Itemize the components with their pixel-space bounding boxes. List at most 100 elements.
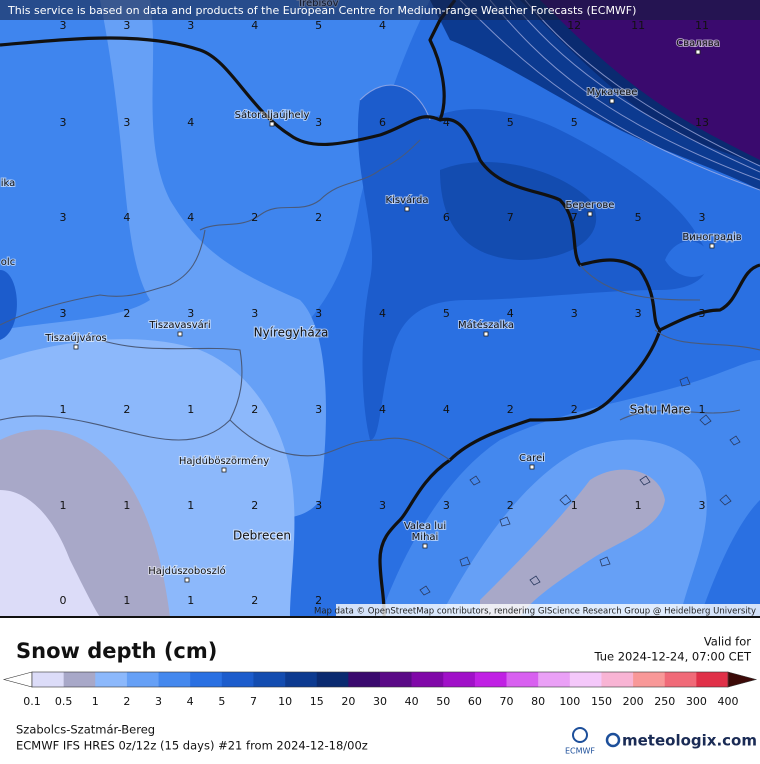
grid-value: 4 — [379, 307, 386, 320]
city-label: Берегове — [566, 200, 615, 211]
city-label: Tiszavasvári — [148, 319, 210, 331]
legend-swatch — [221, 672, 254, 687]
legend-label: 0.5 — [55, 695, 73, 708]
county-line — [99, 339, 451, 461]
legend-swatch — [158, 672, 191, 687]
zone-0.5-1-east — [480, 469, 665, 617]
city-dot — [73, 344, 79, 350]
legend-swatch — [285, 672, 318, 687]
city-dot — [483, 331, 489, 337]
legend-swatch — [253, 672, 286, 687]
grid-value: 3 — [251, 307, 258, 320]
grid-value: 2 — [123, 307, 130, 320]
legend-label: 200 — [623, 695, 644, 708]
grid-value: 3 — [123, 116, 130, 129]
grid-value: 1 — [187, 403, 194, 416]
border-hu-sk — [0, 0, 457, 146]
meteologix-logo: meteologix.com — [605, 732, 757, 750]
city-label: Kisvárda — [385, 194, 428, 206]
grid-value: 11 — [695, 19, 709, 32]
legend-swatch — [696, 672, 729, 687]
city-label: Свалява — [676, 38, 719, 49]
grid-value: 1 — [60, 403, 67, 416]
grid-value: 3 — [315, 116, 322, 129]
city-label: Debrecen — [233, 529, 291, 543]
legend-frame — [31, 671, 729, 688]
grid-value: 3 — [699, 211, 706, 224]
region-name: Szabolcs-Szatmár-Bereg — [16, 723, 155, 737]
city-label: Mihai — [412, 532, 439, 543]
legend-label: 40 — [405, 695, 419, 708]
city-label: Mátészalka — [458, 319, 514, 331]
grid-value: 4 — [443, 403, 450, 416]
legend-swatch — [95, 672, 128, 687]
contours — [359, 0, 760, 191]
attribution: Map data © OpenStreetMap contributors, r… — [314, 607, 756, 617]
city-dot — [587, 211, 593, 217]
grid-value: 13 — [695, 116, 709, 129]
grid-value: 3 — [60, 211, 67, 224]
border-ua — [439, 117, 760, 332]
lakes — [419, 376, 741, 596]
legend-swatch — [633, 672, 666, 687]
zone-islet — [665, 241, 712, 277]
legend-label: 3 — [155, 695, 162, 708]
grid-value: 2 — [123, 403, 130, 416]
grid-value: 3 — [379, 499, 386, 512]
city-label: Satu Mare — [630, 403, 691, 417]
grid-value: 2 — [251, 499, 258, 512]
grid-value: 1 — [123, 499, 130, 512]
legend-label: 100 — [559, 695, 580, 708]
grid-value: 1 — [571, 499, 578, 512]
grid-value: 3 — [123, 19, 130, 32]
grid-value: 3 — [699, 307, 706, 320]
city-dot — [529, 464, 535, 470]
city-label: Sátoraljaújhely — [235, 109, 310, 121]
city-dot — [221, 467, 227, 473]
grid-value: 4 — [251, 19, 258, 32]
grid-value: 2 — [251, 403, 258, 416]
grid-value: 3 — [571, 307, 578, 320]
city-label: Nyíregyháza — [254, 326, 329, 340]
ecmwf-text: ECMWF — [565, 747, 595, 756]
legend-label: 50 — [436, 695, 450, 708]
grid-value: 3 — [443, 499, 450, 512]
grid-value: 12 — [567, 19, 581, 32]
city-dot — [695, 49, 701, 55]
legend-swatch — [126, 672, 159, 687]
county-line — [619, 409, 741, 421]
grid-value: 3 — [315, 307, 322, 320]
zone-20-30 — [540, 0, 760, 160]
grid-value: 5 — [443, 307, 450, 320]
legend-label: 60 — [468, 695, 482, 708]
legend-label: 5 — [218, 695, 225, 708]
meteologix-text: meteologix.com — [622, 732, 757, 750]
city-label: Мукачеве — [587, 87, 638, 98]
grid-value: 2 — [315, 211, 322, 224]
legend-arrow-high — [727, 671, 758, 688]
city-dot — [609, 98, 615, 104]
grid-value: 4 — [123, 211, 130, 224]
grid-value: 4 — [443, 116, 450, 129]
legend-label: 1 — [92, 695, 99, 708]
legend-label: 2 — [123, 695, 130, 708]
grid-value: 1 — [123, 594, 130, 607]
county-line — [199, 139, 421, 231]
grid-value: 2 — [251, 594, 258, 607]
grid-values: 3 3 3 4 5 4 12 11 113 3 4 3 6 4 5 5 133 4 4 2 2 6 7 7 5 33 2 3 3 3 4 5 4… — [60, 19, 710, 607]
legend-swatch — [316, 672, 349, 687]
legend-label: 10 — [278, 695, 292, 708]
grid-value: 2 — [507, 403, 514, 416]
legend-swatch — [474, 672, 507, 687]
city-label: Tiszaújváros — [44, 332, 107, 344]
zone-0.1-0.5 — [0, 490, 100, 617]
grid-value: 5 — [571, 116, 578, 129]
banner — [0, 0, 760, 20]
grid-value: 5 — [635, 211, 642, 224]
grid-value: 6 — [379, 116, 386, 129]
grid-value: 4 — [507, 307, 514, 320]
grid-value: 1 — [699, 403, 706, 416]
legend-label: 20 — [341, 695, 355, 708]
ecmwf-logo: ECMWF — [565, 727, 595, 756]
